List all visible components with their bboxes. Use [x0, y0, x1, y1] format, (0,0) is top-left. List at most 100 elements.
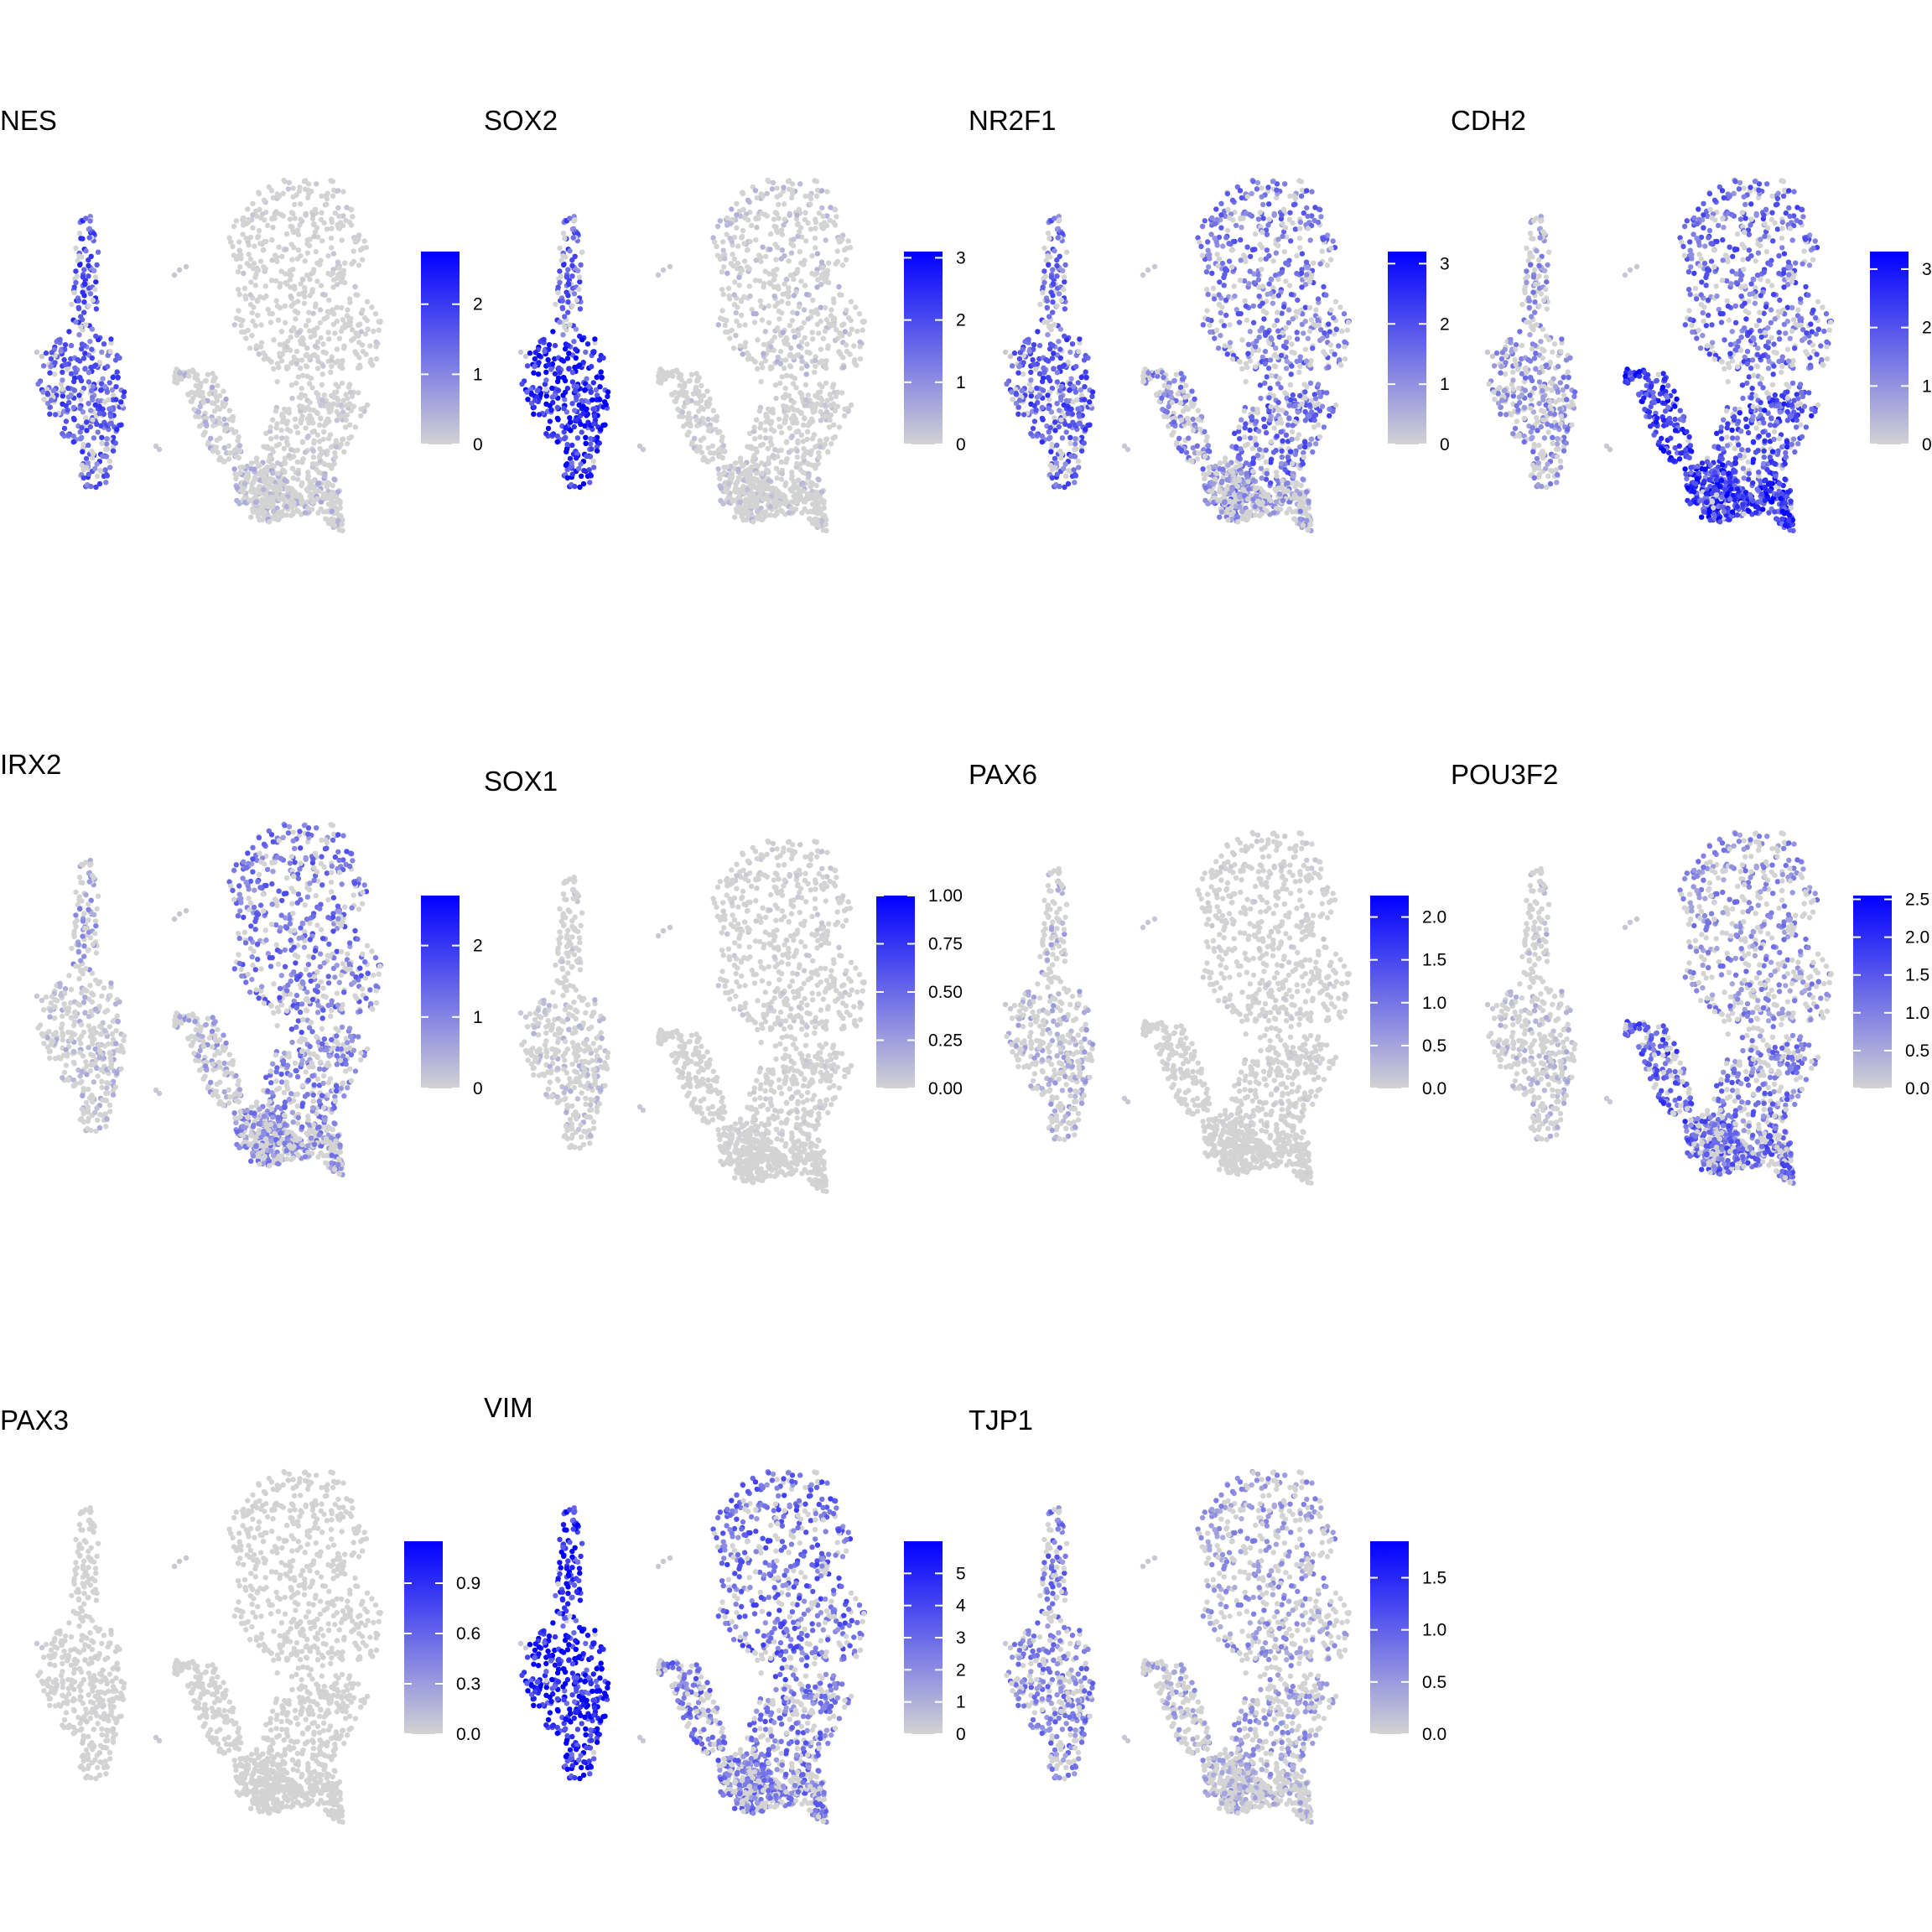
cell-point: [1199, 223, 1206, 230]
cell-point: [1278, 460, 1285, 467]
cell-point: [1238, 446, 1244, 452]
cell-point: [1279, 269, 1285, 275]
cell-point: [698, 394, 704, 400]
cell-point: [200, 390, 205, 396]
cell-point: [71, 284, 77, 290]
cell-point: [76, 231, 83, 236]
cell-point: [91, 451, 96, 457]
cell-point: [536, 412, 543, 418]
cell-point: [1272, 351, 1279, 357]
cell-point: [57, 336, 63, 343]
cell-point: [321, 316, 327, 322]
cell-point: [747, 293, 753, 299]
cell-point: [572, 408, 578, 413]
cell-point: [740, 206, 746, 212]
cell-point: [745, 486, 750, 492]
cell-point: [282, 468, 288, 475]
cell-point: [794, 454, 800, 460]
cell-point: [86, 235, 92, 241]
cell-point: [1244, 364, 1250, 371]
cell-point: [305, 470, 311, 475]
cell-point: [848, 402, 854, 408]
cell-point: [1304, 205, 1310, 211]
cell-point: [307, 399, 313, 406]
cell-point: [80, 449, 86, 454]
cell-point: [1051, 351, 1057, 356]
cell-point: [1227, 340, 1233, 345]
cell-point: [844, 307, 849, 313]
cell-point: [340, 409, 346, 415]
cell-point: [582, 387, 588, 393]
cell-point: [1238, 257, 1244, 263]
cell-point: [1280, 438, 1285, 444]
cells: [517, 177, 867, 533]
cell-point: [1247, 329, 1254, 335]
cell-point: [299, 439, 306, 444]
cell-point: [752, 278, 759, 283]
cell-point: [795, 408, 801, 413]
cell-point: [319, 193, 325, 200]
cell-point: [292, 216, 298, 221]
cell-point: [1287, 193, 1293, 200]
cell-point: [737, 499, 743, 505]
cell-point: [740, 227, 746, 234]
cell-point: [339, 380, 345, 387]
cell-point: [267, 358, 274, 365]
cell-point: [583, 434, 589, 440]
cell-point: [358, 329, 364, 335]
cell-point: [1279, 448, 1285, 454]
cell-point: [74, 273, 80, 279]
cell-point: [245, 470, 252, 476]
cell-point: [787, 486, 793, 492]
cell-point: [257, 483, 262, 490]
cell-point: [819, 517, 825, 523]
cell-point: [819, 512, 825, 518]
cell-point: [753, 236, 759, 243]
cell-point: [271, 337, 277, 343]
cell-point: [61, 425, 68, 432]
cell-point: [310, 269, 316, 275]
cell-point: [282, 319, 288, 325]
cell-point: [294, 429, 301, 436]
cell-point: [1254, 410, 1261, 416]
cell-point: [246, 252, 252, 257]
cell-point: [828, 322, 834, 329]
cell-point: [113, 384, 119, 390]
cell-point: [569, 262, 575, 268]
cell-point: [605, 389, 611, 395]
cell-point: [295, 247, 302, 253]
cell-point: [1259, 194, 1265, 200]
cell-point: [1263, 459, 1270, 465]
cell-point: [754, 225, 760, 231]
cell-point: [1211, 296, 1218, 302]
cell-point: [1009, 363, 1015, 369]
cell-point: [789, 318, 796, 324]
cell-point: [320, 428, 327, 435]
cell-point: [48, 397, 55, 403]
cell-point: [709, 456, 716, 462]
cell-point: [814, 401, 820, 407]
cell-point: [1297, 226, 1303, 231]
cell-point: [1063, 249, 1070, 255]
cell-point: [549, 385, 555, 392]
cell-point: [334, 408, 340, 415]
cell-point: [775, 245, 781, 251]
cell-point: [1330, 238, 1336, 244]
cell-point: [849, 326, 854, 332]
cell-point: [52, 412, 59, 418]
cell-point: [86, 257, 91, 263]
cell-point: [239, 329, 245, 335]
cell-point: [91, 435, 97, 441]
cell-point: [288, 293, 293, 299]
cell-point: [1279, 420, 1285, 426]
cell-point: [734, 318, 740, 325]
cell-point: [1077, 336, 1083, 342]
cell-point: [1264, 247, 1270, 253]
cell-point: [325, 270, 331, 277]
cell-point: [1016, 397, 1023, 403]
cell-point: [803, 238, 809, 244]
cell-point: [777, 423, 783, 430]
cell-point: [1060, 267, 1066, 273]
cell-point: [771, 277, 777, 283]
cell-point: [1026, 348, 1032, 355]
